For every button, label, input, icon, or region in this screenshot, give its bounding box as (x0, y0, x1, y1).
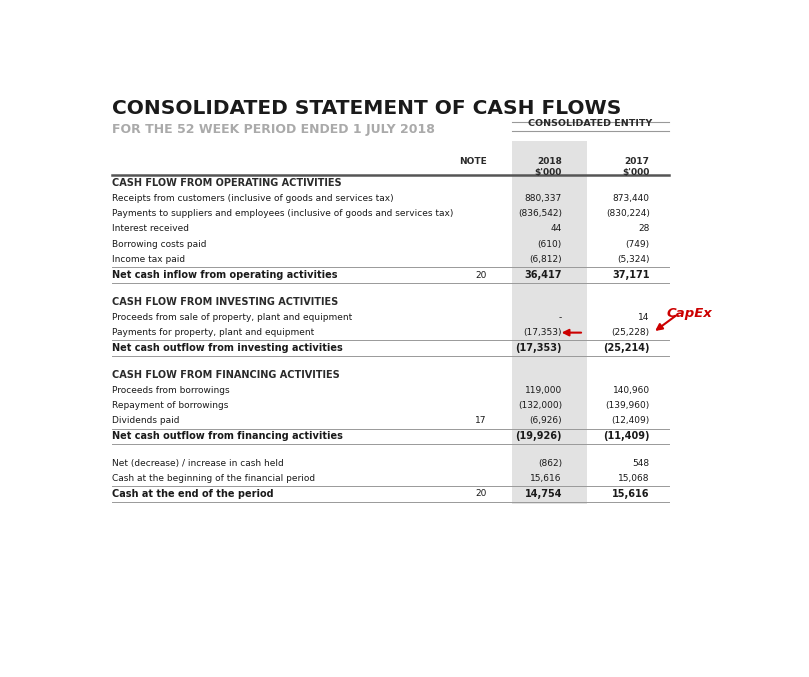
Text: Receipts from customers (inclusive of goods and services tax): Receipts from customers (inclusive of go… (112, 194, 394, 202)
Text: Proceeds from borrowings: Proceeds from borrowings (112, 386, 230, 395)
Text: 15,616: 15,616 (612, 489, 650, 499)
Text: 2017
$'000: 2017 $'000 (622, 157, 650, 177)
Text: Cash at the beginning of the financial period: Cash at the beginning of the financial p… (112, 474, 316, 483)
Text: (19,926): (19,926) (515, 431, 562, 441)
Text: (610): (610) (538, 240, 562, 248)
Bar (512, 141, 587, 504)
Text: 2018
$'000: 2018 $'000 (535, 157, 562, 177)
Text: NOTE: NOTE (459, 157, 487, 166)
Text: CONSOLIDATED ENTITY: CONSOLIDATED ENTITY (528, 118, 652, 128)
Text: 14,754: 14,754 (524, 489, 562, 499)
Text: CONSOLIDATED STATEMENT OF CASH FLOWS: CONSOLIDATED STATEMENT OF CASH FLOWS (112, 100, 622, 118)
Text: FOR THE 52 WEEK PERIOD ENDED 1 JULY 2018: FOR THE 52 WEEK PERIOD ENDED 1 JULY 2018 (112, 123, 435, 136)
Text: Payments to suppliers and employees (inclusive of goods and services tax): Payments to suppliers and employees (inc… (112, 209, 454, 218)
Text: (17,353): (17,353) (515, 343, 562, 353)
Text: (139,960): (139,960) (605, 401, 650, 410)
Text: 15,616: 15,616 (531, 474, 562, 483)
Text: 20: 20 (476, 271, 487, 280)
Text: Net cash outflow from investing activities: Net cash outflow from investing activiti… (112, 343, 343, 353)
Text: 36,417: 36,417 (524, 270, 562, 280)
Text: 44: 44 (551, 224, 562, 234)
Text: -: - (559, 313, 562, 322)
Text: (836,542): (836,542) (518, 209, 562, 218)
Text: 37,171: 37,171 (612, 270, 650, 280)
Text: 140,960: 140,960 (612, 386, 650, 395)
Text: (862): (862) (538, 459, 562, 468)
Text: 14: 14 (638, 313, 650, 322)
Text: (11,409): (11,409) (604, 431, 650, 441)
Text: Repayment of borrowings: Repayment of borrowings (112, 401, 229, 410)
Text: (830,224): (830,224) (606, 209, 650, 218)
Text: Borrowing costs paid: Borrowing costs paid (112, 240, 207, 248)
Text: 20: 20 (476, 489, 487, 498)
Text: CASH FLOW FROM OPERATING ACTIVITIES: CASH FLOW FROM OPERATING ACTIVITIES (112, 178, 342, 188)
Text: (6,812): (6,812) (529, 255, 562, 264)
Text: Cash at the end of the period: Cash at the end of the period (112, 489, 274, 499)
Text: 28: 28 (638, 224, 650, 234)
Text: (17,353): (17,353) (523, 328, 562, 337)
Text: 119,000: 119,000 (525, 386, 562, 395)
Text: Net cash inflow from operating activities: Net cash inflow from operating activitie… (112, 270, 338, 280)
Text: (6,926): (6,926) (529, 416, 562, 425)
Text: 17: 17 (475, 416, 487, 425)
Text: Income tax paid: Income tax paid (112, 255, 185, 264)
Text: 548: 548 (633, 459, 650, 468)
Text: Proceeds from sale of property, plant and equipment: Proceeds from sale of property, plant an… (112, 313, 353, 322)
Text: Dividends paid: Dividends paid (112, 416, 180, 425)
Text: (132,000): (132,000) (518, 401, 562, 410)
Text: 880,337: 880,337 (525, 194, 562, 202)
Text: CASH FLOW FROM FINANCING ACTIVITIES: CASH FLOW FROM FINANCING ACTIVITIES (112, 370, 340, 380)
Text: Net (decrease) / increase in cash held: Net (decrease) / increase in cash held (112, 459, 284, 468)
Text: (5,324): (5,324) (617, 255, 650, 264)
Text: CASH FLOW FROM INVESTING ACTIVITIES: CASH FLOW FROM INVESTING ACTIVITIES (112, 297, 339, 307)
Text: (749): (749) (625, 240, 650, 248)
Text: Net cash outflow from financing activities: Net cash outflow from financing activiti… (112, 431, 343, 441)
Text: (25,228): (25,228) (612, 328, 650, 337)
Text: Payments for property, plant and equipment: Payments for property, plant and equipme… (112, 328, 315, 337)
Text: CapEx: CapEx (667, 307, 713, 320)
Text: 15,068: 15,068 (618, 474, 650, 483)
Text: 873,440: 873,440 (612, 194, 650, 202)
Text: Interest received: Interest received (112, 224, 189, 234)
Text: (12,409): (12,409) (612, 416, 650, 425)
Text: (25,214): (25,214) (604, 343, 650, 353)
